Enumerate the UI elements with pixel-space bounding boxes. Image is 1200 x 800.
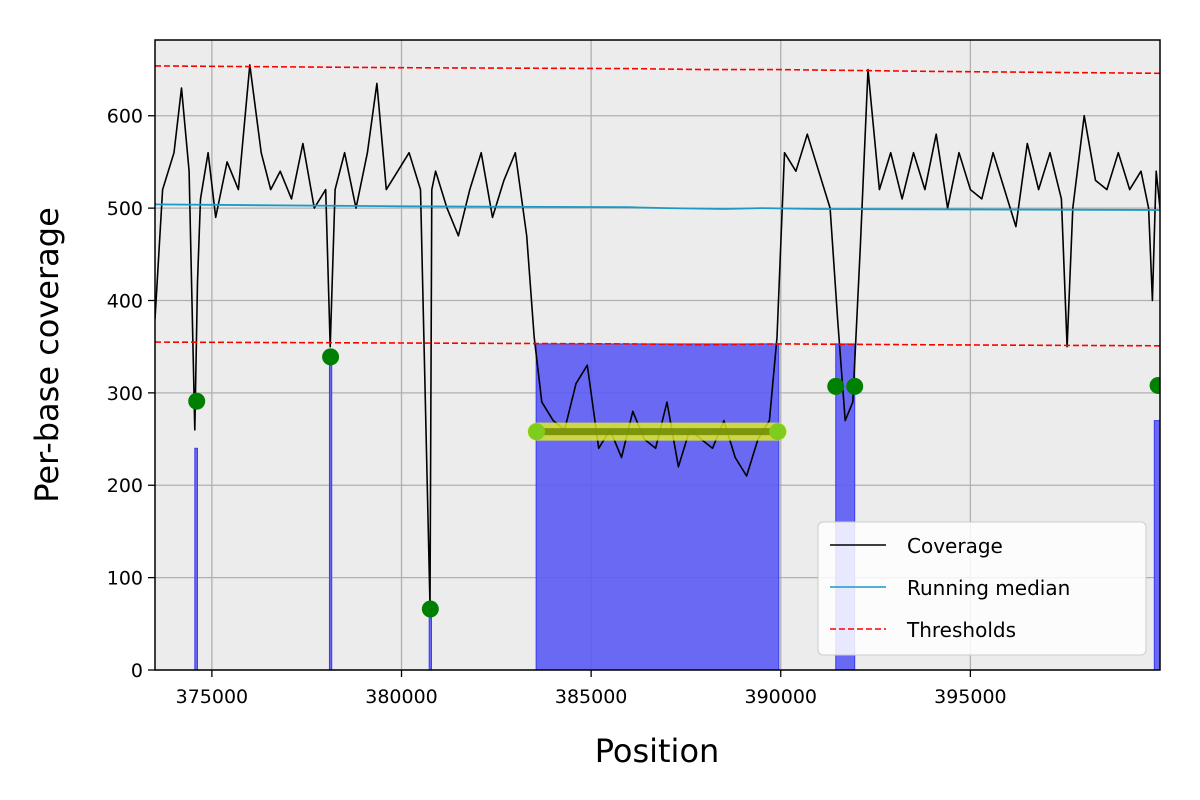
y-tick-label: 200: [107, 475, 143, 497]
low-coverage-region: [1153, 420, 1160, 670]
series-lines: [155, 64, 1160, 607]
upper-threshold-line: [155, 65, 1160, 75]
legend: Coverage Running median Thresholds: [817, 521, 1147, 656]
y-tick-label: 0: [131, 660, 143, 682]
segment-endpoint-marker: [528, 423, 546, 441]
low-coverage-region: [535, 343, 780, 670]
x-tick-label: 395000: [934, 686, 1007, 708]
legend-thresholds-label: Thresholds: [906, 618, 1016, 642]
breakpoint-marker: [188, 392, 206, 410]
marker-layer: [188, 348, 1160, 618]
y-tick-label: 500: [107, 198, 143, 220]
legend-running-median-label: Running median: [907, 576, 1070, 600]
plot-frame: [154, 39, 1161, 671]
y-tick-label: 600: [107, 106, 143, 128]
low-coverage-region: [328, 364, 333, 670]
y-tick-label: 400: [107, 290, 143, 312]
breakpoint-marker: [1149, 376, 1160, 394]
x-tick-label: 385000: [555, 686, 628, 708]
breakpoint-marker: [322, 348, 340, 366]
x-tick-label: 375000: [176, 686, 249, 708]
running-median-line: [155, 203, 1160, 211]
breakpoint-marker: [846, 377, 864, 395]
y-tick-label: 300: [107, 383, 143, 405]
y-tick-label: 100: [107, 568, 143, 590]
segment-endpoint-marker: [769, 423, 787, 441]
x-tick-label: 390000: [744, 686, 817, 708]
x-tick-label: 380000: [365, 686, 438, 708]
axis-ticks: 375000 380000 385000 390000 395000 0 100 200 300…: [107, 106, 1007, 708]
x-axis-title: Position: [595, 732, 720, 770]
legend-box: [817, 521, 1147, 656]
y-axis-title: Per-base coverage: [28, 207, 66, 503]
legend-coverage-label: Coverage: [907, 534, 1003, 558]
low-coverage-region: [194, 447, 198, 670]
lower-threshold-line: [155, 341, 1160, 347]
breakpoint-marker: [421, 600, 439, 618]
breakpoint-marker: [827, 377, 845, 395]
